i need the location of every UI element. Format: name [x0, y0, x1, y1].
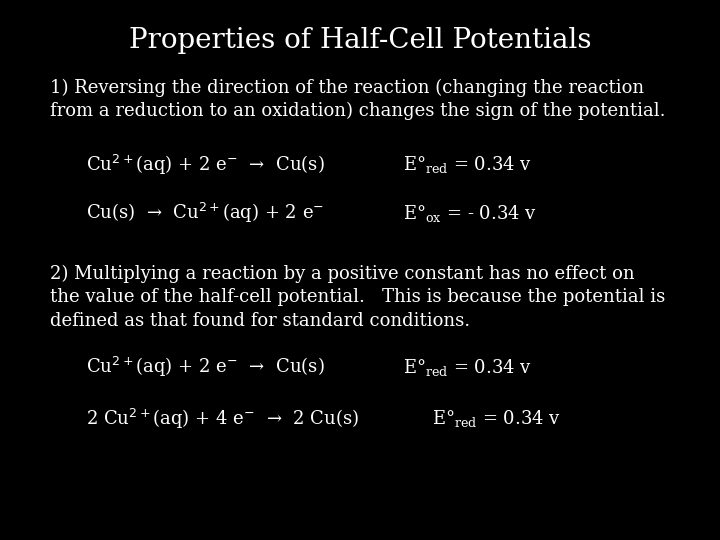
Text: 2) Multiplying a reaction by a positive constant has no effect on
the value of t: 2) Multiplying a reaction by a positive …: [50, 265, 666, 330]
Text: Cu(s)  →  Cu$^{2+}$(aq) + 2 e$^{-}$: Cu(s) → Cu$^{2+}$(aq) + 2 e$^{-}$: [86, 201, 325, 225]
Text: Properties of Half-Cell Potentials: Properties of Half-Cell Potentials: [129, 27, 591, 54]
Text: E°$_{\mathregular{red}}$ = 0.34 v: E°$_{\mathregular{red}}$ = 0.34 v: [432, 408, 561, 429]
Text: 1) Reversing the direction of the reaction (changing the reaction
from a reducti: 1) Reversing the direction of the reacti…: [50, 78, 666, 120]
Text: E°$_{\mathregular{red}}$ = 0.34 v: E°$_{\mathregular{red}}$ = 0.34 v: [403, 154, 532, 175]
Text: Cu$^{2+}$(aq) + 2 e$^{-}$  →  Cu(s): Cu$^{2+}$(aq) + 2 e$^{-}$ → Cu(s): [86, 355, 325, 379]
Text: Cu$^{2+}$(aq) + 2 e$^{-}$  →  Cu(s): Cu$^{2+}$(aq) + 2 e$^{-}$ → Cu(s): [86, 153, 325, 177]
Text: E°$_{\mathregular{ox}}$ = - 0.34 v: E°$_{\mathregular{ox}}$ = - 0.34 v: [403, 203, 537, 224]
Text: 2 Cu$^{2+}$(aq) + 4 e$^{-}$  →  2 Cu(s): 2 Cu$^{2+}$(aq) + 4 e$^{-}$ → 2 Cu(s): [86, 407, 359, 430]
Text: E°$_{\mathregular{red}}$ = 0.34 v: E°$_{\mathregular{red}}$ = 0.34 v: [403, 357, 532, 377]
